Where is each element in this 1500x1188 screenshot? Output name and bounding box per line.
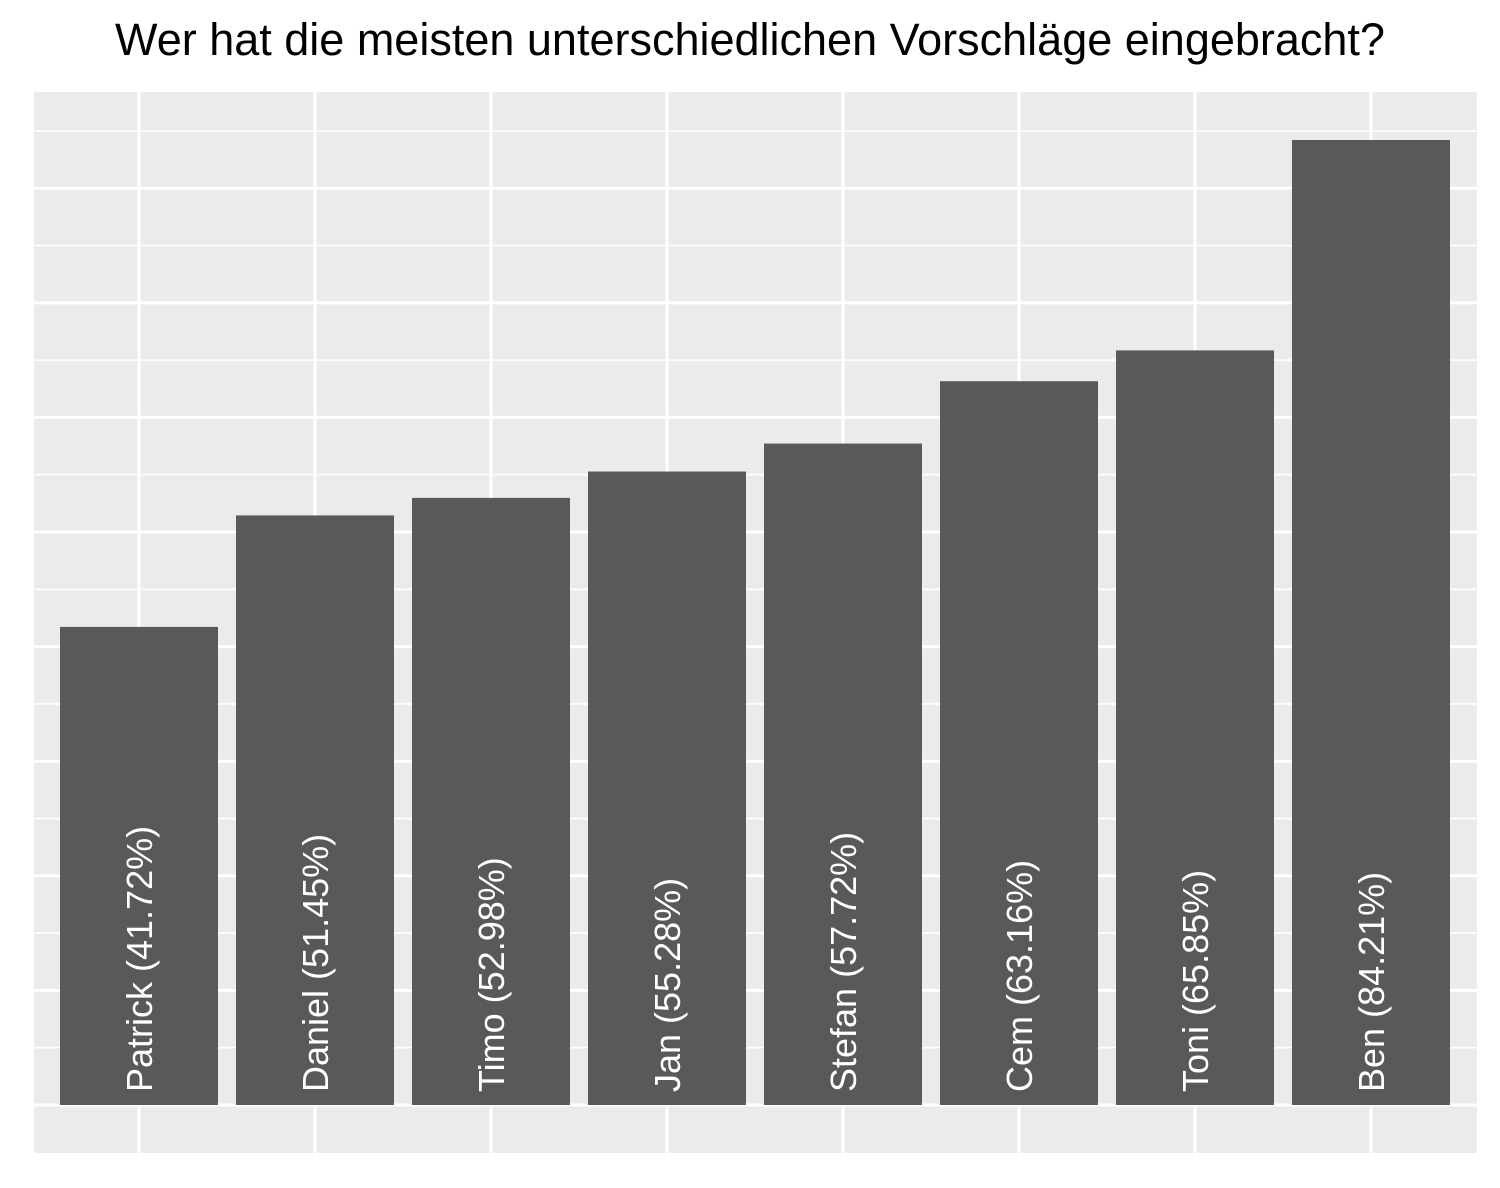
data-label-patrick: Patrick (41.72%) [119, 826, 160, 1092]
bar-cem [940, 381, 1098, 1106]
bar-timo [412, 497, 570, 1105]
bar-patrick [60, 626, 218, 1105]
bar-stefan [764, 443, 922, 1105]
data-label-cem: Cem (63.16%) [999, 860, 1040, 1092]
data-label-ben: Ben (84.21%) [1351, 872, 1392, 1092]
data-label-stefan: Stefan (57.72%) [823, 832, 864, 1092]
bar-toni [1116, 350, 1274, 1105]
bar-daniel [236, 515, 394, 1105]
bar-jan [588, 471, 746, 1105]
data-label-timo: Timo (52.98%) [471, 857, 512, 1092]
bar-ben [1292, 140, 1450, 1105]
data-label-daniel: Daniel (51.45%) [295, 834, 336, 1092]
data-label-toni: Toni (65.85%) [1175, 870, 1216, 1092]
data-label-jan: Jan (55.28%) [647, 878, 688, 1092]
bars [60, 140, 1450, 1106]
chart-title: Wer hat die meisten unterschiedlichen Vo… [115, 14, 1385, 65]
bar-labels: Patrick (41.72%) Daniel (51.45%) Timo (52.… [119, 826, 1392, 1092]
